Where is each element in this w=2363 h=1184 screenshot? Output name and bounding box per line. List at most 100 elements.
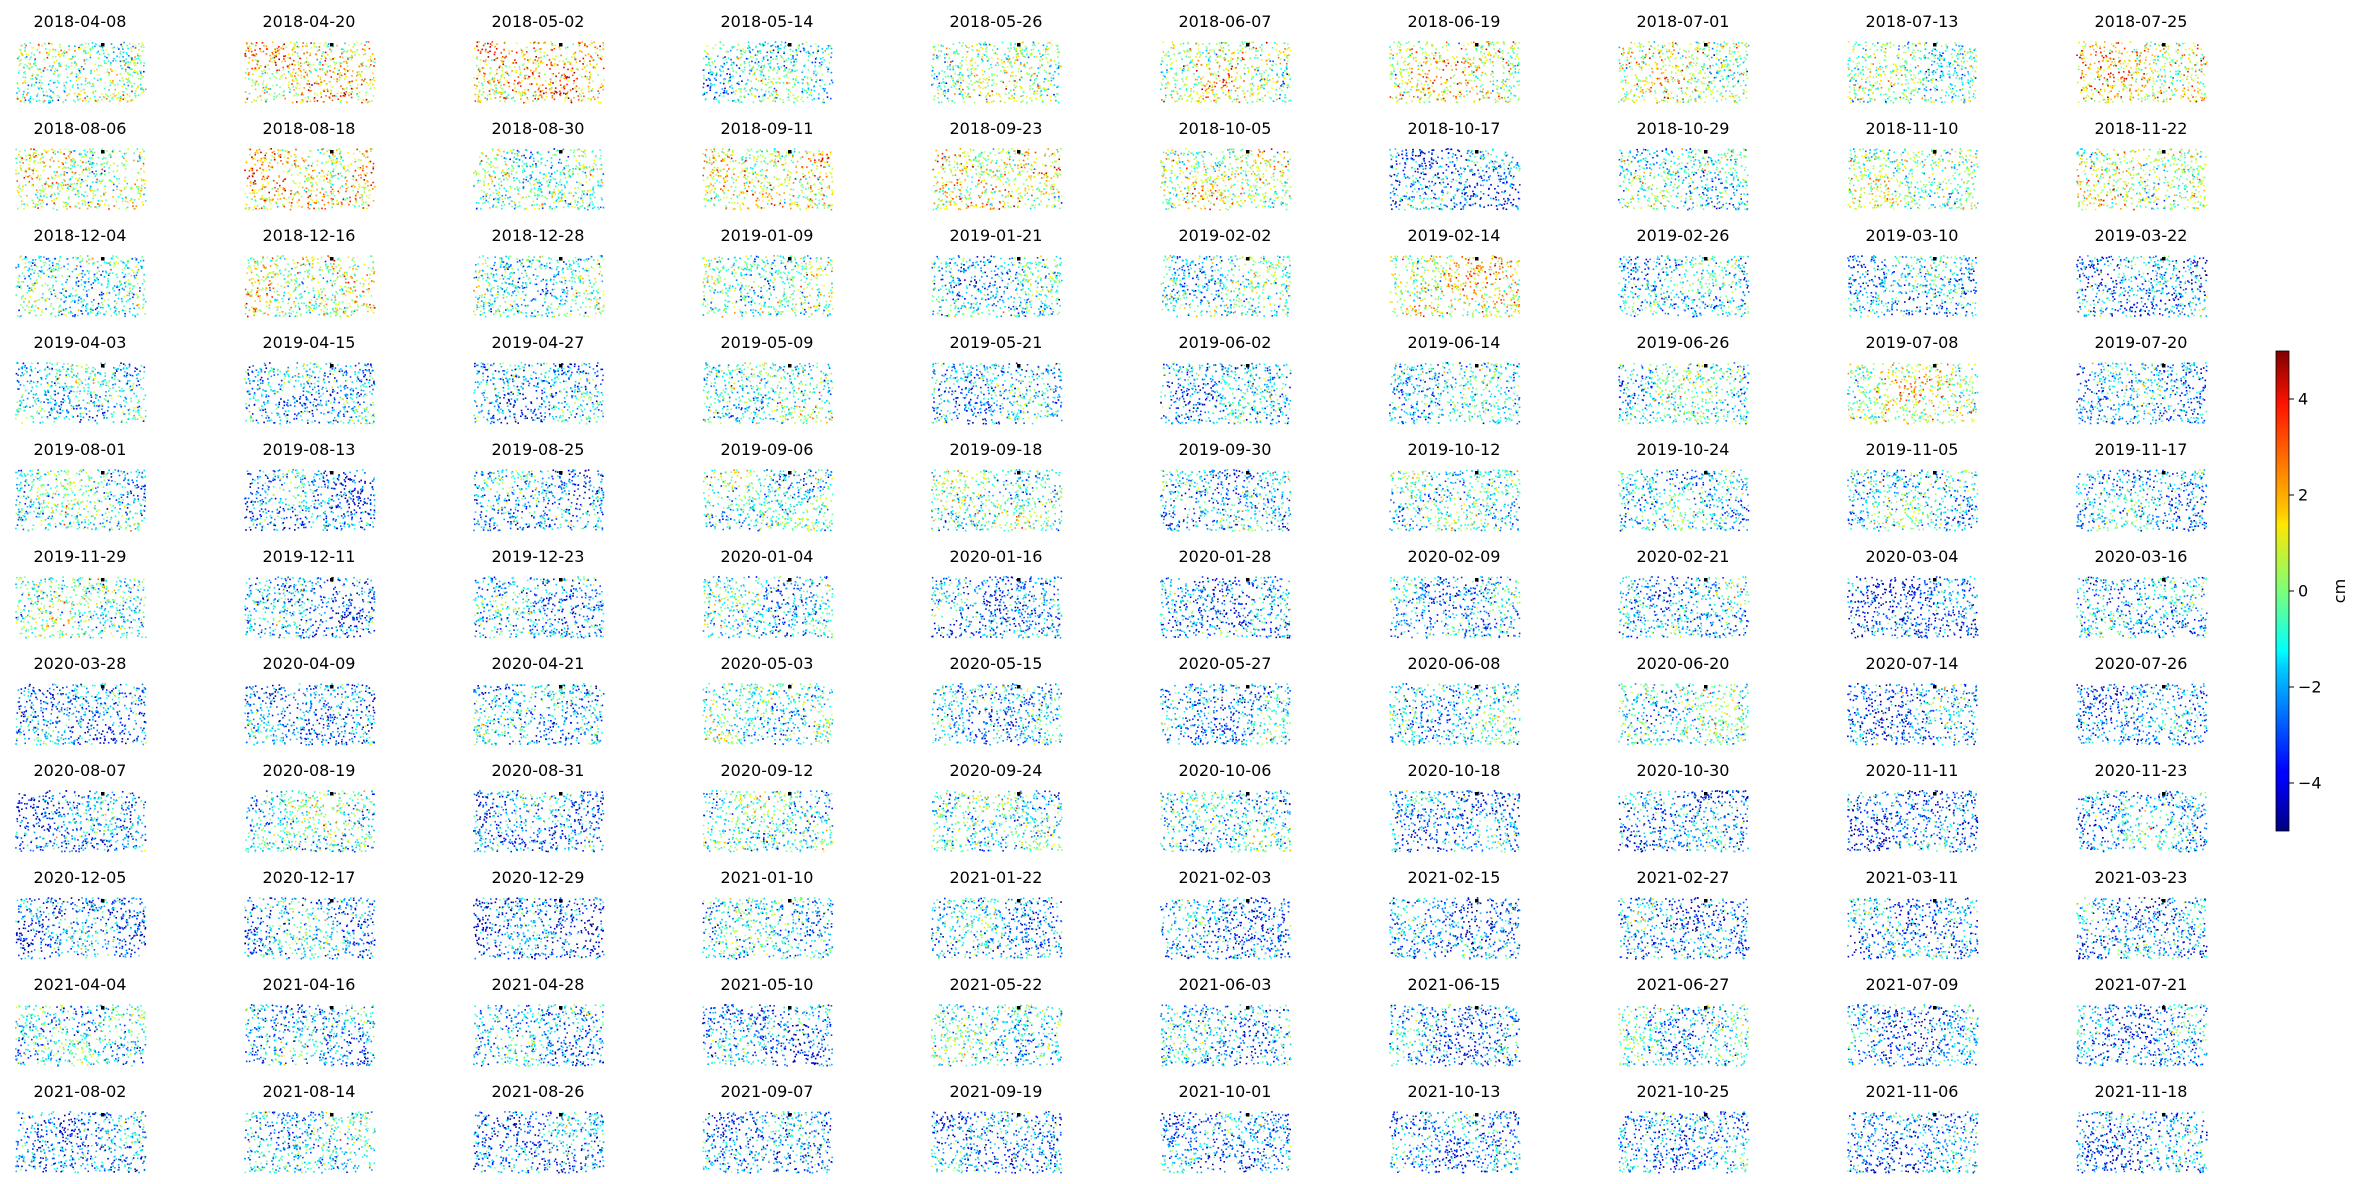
panel-pixel — [798, 45, 800, 47]
panel-pixel — [55, 68, 57, 70]
panel-pixel — [567, 91, 569, 93]
panel-pixel — [104, 97, 106, 99]
panel-pixel — [262, 83, 264, 85]
panel-pixel — [99, 96, 101, 98]
panel-pixel — [976, 50, 978, 52]
panel-pixel — [824, 90, 826, 92]
panel-pixel — [374, 80, 376, 82]
panel-pixel — [491, 59, 493, 61]
panel-pixel — [290, 89, 292, 91]
panel-pixel — [1007, 61, 1009, 63]
panel-pixel — [775, 101, 777, 103]
panel-pixel — [58, 54, 60, 56]
panel-pixel — [44, 43, 46, 45]
panel-pixel — [49, 65, 51, 67]
panel-pixel — [983, 78, 985, 80]
panel-pixel — [722, 66, 724, 68]
panel-pixel — [786, 67, 788, 69]
panel-pixel — [578, 42, 580, 44]
panel-pixel — [594, 47, 596, 49]
panel-pixel — [92, 83, 94, 85]
panel-pixel — [299, 88, 301, 90]
panel-pixel — [321, 96, 323, 98]
panel-pixel — [24, 49, 26, 51]
panel-pixel — [600, 58, 602, 60]
panel-pixel — [751, 68, 753, 70]
panel-pixel — [790, 71, 792, 73]
panel-pixel — [72, 86, 74, 88]
panel-pixel — [573, 83, 575, 85]
panel-pixel — [591, 90, 593, 92]
panel-pixel — [802, 43, 804, 45]
panel-pixel — [258, 67, 260, 69]
panel-pixel — [274, 60, 276, 62]
panel-pixel — [538, 65, 540, 67]
panel-pixel — [987, 102, 989, 104]
panel-pixel — [110, 95, 112, 97]
panel-pixel — [512, 97, 514, 99]
panel-pixel — [125, 88, 127, 90]
panel-pixel — [285, 47, 287, 49]
panel-pixel — [340, 101, 342, 103]
panel-pixel — [334, 95, 336, 97]
panel-pixel — [46, 91, 48, 93]
panel-pixel — [539, 57, 541, 59]
panel-pixel — [536, 49, 538, 51]
panel-pixel — [298, 68, 300, 70]
panel-pixel — [106, 63, 108, 65]
panel-pixel — [82, 100, 84, 102]
panel-pixel — [513, 83, 515, 85]
panel-pixel — [559, 90, 561, 92]
panel-pixel — [112, 60, 114, 62]
panel-pixel — [138, 78, 140, 80]
panel-pixel — [749, 50, 751, 52]
panel-pixel — [122, 77, 124, 79]
panel-pixel — [489, 90, 491, 92]
panel-pixel — [31, 85, 33, 87]
panel-pixel — [482, 49, 484, 51]
panel-pixel — [350, 85, 352, 87]
panel-pixel — [809, 94, 811, 96]
panel-pixel — [574, 57, 576, 59]
panel-pixel — [39, 82, 41, 84]
panel-pixel — [319, 68, 321, 70]
panel-pixel — [266, 48, 268, 50]
panel-pixel — [295, 78, 297, 80]
panel-pixel — [23, 91, 25, 93]
panel-pixel — [953, 84, 955, 86]
panel-pixel — [88, 43, 90, 45]
panel-pixel — [786, 73, 788, 75]
panel-pixel — [728, 99, 730, 101]
panel-pixel — [69, 89, 71, 91]
panel-pixel — [806, 42, 808, 44]
panel-pixel — [560, 95, 562, 97]
panel-pixel — [138, 49, 140, 51]
panel-pixel — [288, 71, 290, 73]
panel-pixel — [55, 49, 57, 51]
panel-pixel — [761, 69, 763, 71]
panel-pixel — [828, 45, 830, 47]
panel-pixel — [38, 45, 40, 47]
panel-pixel — [815, 70, 817, 72]
panel-pixel — [327, 91, 329, 93]
panel-pixel — [78, 68, 80, 70]
panel-pixel — [732, 87, 734, 89]
panel-pixel — [68, 49, 70, 51]
panel-pixel — [949, 69, 951, 71]
panel-pixel — [303, 69, 305, 71]
panel-pixel — [289, 57, 291, 59]
panel-pixel — [792, 51, 794, 53]
panel-pixel — [728, 57, 730, 59]
panel-pixel — [796, 61, 798, 63]
panel-pixel — [317, 94, 319, 96]
panel-pixel — [770, 45, 772, 47]
panel-pixel — [712, 71, 714, 73]
panel-pixel — [788, 93, 790, 95]
panel-pixel — [795, 98, 797, 100]
panel-pixel — [563, 78, 565, 80]
panel-pixel — [563, 60, 565, 62]
panel-pixel — [372, 84, 374, 86]
panel-pixel — [803, 101, 805, 103]
panel-pixel — [45, 48, 47, 50]
panel-pixel — [748, 94, 750, 96]
